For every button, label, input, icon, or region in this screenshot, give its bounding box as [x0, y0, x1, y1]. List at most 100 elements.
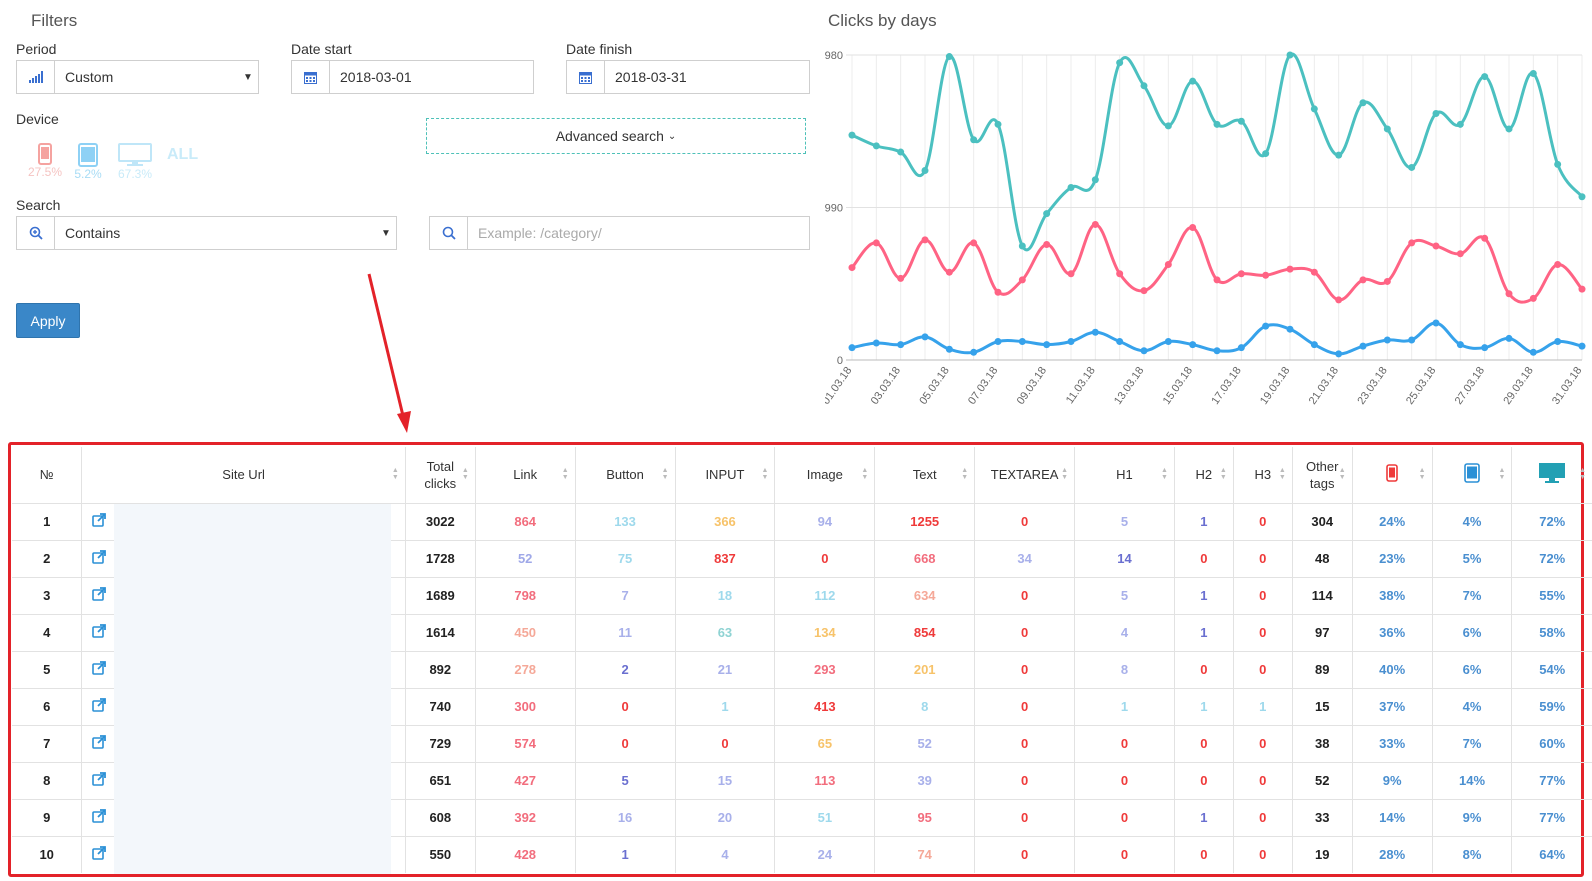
- col-desktop[interactable]: ▲ ▼: [1511, 447, 1592, 504]
- table-row: 3 1689 798 7 18 112 634 0 5 1 0 114 38% 7% 55%: [12, 577, 1592, 615]
- external-link-icon[interactable]: [92, 550, 107, 567]
- apply-button[interactable]: Apply: [16, 303, 80, 338]
- col-text[interactable]: Text ▲ ▼: [874, 447, 975, 504]
- h2-cell: 0: [1173, 651, 1234, 689]
- h3-cell: 0: [1232, 614, 1293, 652]
- image-cell: 112: [774, 577, 875, 615]
- device-all[interactable]: ALL: [167, 146, 199, 163]
- h1-cell: 5: [1074, 577, 1175, 615]
- data-point: [1335, 296, 1343, 304]
- row-number: 3: [12, 577, 82, 615]
- tablet-icon: [1464, 462, 1480, 483]
- col-link[interactable]: Link ▲ ▼: [474, 447, 576, 504]
- link-cell: 864: [474, 503, 576, 541]
- data-point: [1140, 287, 1148, 295]
- h1-cell: 8: [1074, 651, 1175, 689]
- col-input[interactable]: INPUT ▲ ▼: [674, 447, 775, 504]
- data-point: [1116, 338, 1124, 346]
- image-cell: 293: [774, 651, 875, 689]
- period-value: Custom: [65, 69, 114, 85]
- data-point: [897, 274, 905, 282]
- col-phone[interactable]: ▲ ▼: [1351, 447, 1433, 504]
- text-cell: 39: [874, 762, 975, 800]
- button-cell: 16: [574, 799, 675, 837]
- h2-cell: 0: [1173, 725, 1234, 763]
- external-link-icon[interactable]: [92, 513, 107, 530]
- row-number: 1: [12, 503, 82, 541]
- total-clicks-cell: 608: [404, 799, 476, 837]
- external-link-icon[interactable]: [92, 846, 107, 863]
- external-link-icon[interactable]: [92, 587, 107, 604]
- date-start-input[interactable]: 2018-03-01: [291, 60, 534, 94]
- data-point: [1164, 338, 1172, 346]
- image-cell: 0: [774, 540, 875, 578]
- input-cell: 1: [674, 688, 775, 726]
- search-label: Search: [16, 197, 61, 213]
- data-point: [1213, 120, 1221, 128]
- data-point: [872, 339, 880, 347]
- chart-title: Clicks by days: [828, 11, 937, 30]
- site-url-redacted: [114, 836, 392, 874]
- h2-cell: 1: [1173, 799, 1234, 837]
- col-other-tags[interactable]: Other tags ▲ ▼: [1291, 447, 1353, 504]
- input-cell: 15: [674, 762, 775, 800]
- external-link-icon[interactable]: [92, 661, 107, 678]
- col-h2[interactable]: H2 ▲ ▼: [1173, 447, 1234, 504]
- external-link-icon[interactable]: [92, 735, 107, 752]
- h3-cell: 0: [1232, 799, 1293, 837]
- data-point: [1237, 117, 1245, 125]
- external-link-icon[interactable]: [92, 809, 107, 826]
- date-start-value: 2018-03-01: [340, 69, 412, 85]
- site-url-redacted: [114, 540, 392, 578]
- col-h3[interactable]: H3 ▲ ▼: [1232, 447, 1293, 504]
- device-phone-percent: 27.5%: [28, 165, 63, 179]
- input-cell: 63: [674, 614, 775, 652]
- data-point: [1091, 220, 1099, 228]
- col-image[interactable]: Image ▲ ▼: [774, 447, 875, 504]
- device-desktop[interactable]: 67.3%: [115, 143, 155, 181]
- h3-cell: 1: [1232, 688, 1293, 726]
- h1-cell: 0: [1074, 762, 1175, 800]
- table-row: 8 651 427 5 15 113 39 0 0 0 0 52 9% 14% 77%: [12, 762, 1592, 800]
- external-link-icon[interactable]: [92, 772, 107, 789]
- other-tags-cell: 52: [1291, 762, 1353, 800]
- advanced-search-button[interactable]: Advanced search ⌄: [426, 118, 806, 154]
- col-button[interactable]: Button ▲ ▼: [574, 447, 675, 504]
- data-point: [945, 345, 953, 353]
- data-point: [1043, 341, 1051, 349]
- data-point: [872, 239, 880, 247]
- data-point: [1481, 344, 1489, 352]
- site-url-cell: [81, 762, 406, 800]
- image-cell: 94: [774, 503, 875, 541]
- sort-icon: ▲ ▼: [1061, 467, 1069, 481]
- date-finish-input[interactable]: 2018-03-31: [566, 60, 810, 94]
- input-cell: 18: [674, 577, 775, 615]
- search-mode-select[interactable]: Contains ▼: [16, 216, 397, 250]
- image-cell: 413: [774, 688, 875, 726]
- col-site-url[interactable]: Site Url ▲ ▼: [81, 447, 406, 504]
- data-point: [1237, 344, 1245, 352]
- data-point: [1456, 250, 1464, 258]
- data-point: [1310, 105, 1318, 113]
- col-total-clicks[interactable]: Total clicks ▲ ▼: [404, 447, 476, 504]
- other-tags-cell: 38: [1291, 725, 1353, 763]
- search-input[interactable]: Example: /category/: [429, 216, 810, 250]
- device-tablet[interactable]: 5.2%: [71, 143, 105, 181]
- annotation-arrow: [367, 273, 411, 433]
- button-cell: 5: [574, 762, 675, 800]
- data-point: [848, 264, 856, 272]
- col-tablet[interactable]: ▲ ▼: [1431, 447, 1512, 504]
- external-link-icon[interactable]: [92, 698, 107, 715]
- site-url-cell: [81, 688, 406, 726]
- col-number[interactable]: №: [12, 447, 82, 504]
- device-phone[interactable]: 27.5%: [28, 143, 62, 179]
- site-url-cell: [81, 577, 406, 615]
- data-point: [1432, 110, 1440, 118]
- site-url-cell: [81, 614, 406, 652]
- link-cell: 278: [474, 651, 576, 689]
- col-textarea[interactable]: TEXTAREA ▲ ▼: [974, 447, 1075, 504]
- col-h1[interactable]: H1 ▲ ▼: [1074, 447, 1175, 504]
- clicks-chart: 0 990 1980 01.03.18 03.03.18 05.03.18 07.03.18…: [825, 50, 1586, 407]
- external-link-icon[interactable]: [92, 624, 107, 641]
- period-select[interactable]: Custom ▼: [16, 60, 259, 94]
